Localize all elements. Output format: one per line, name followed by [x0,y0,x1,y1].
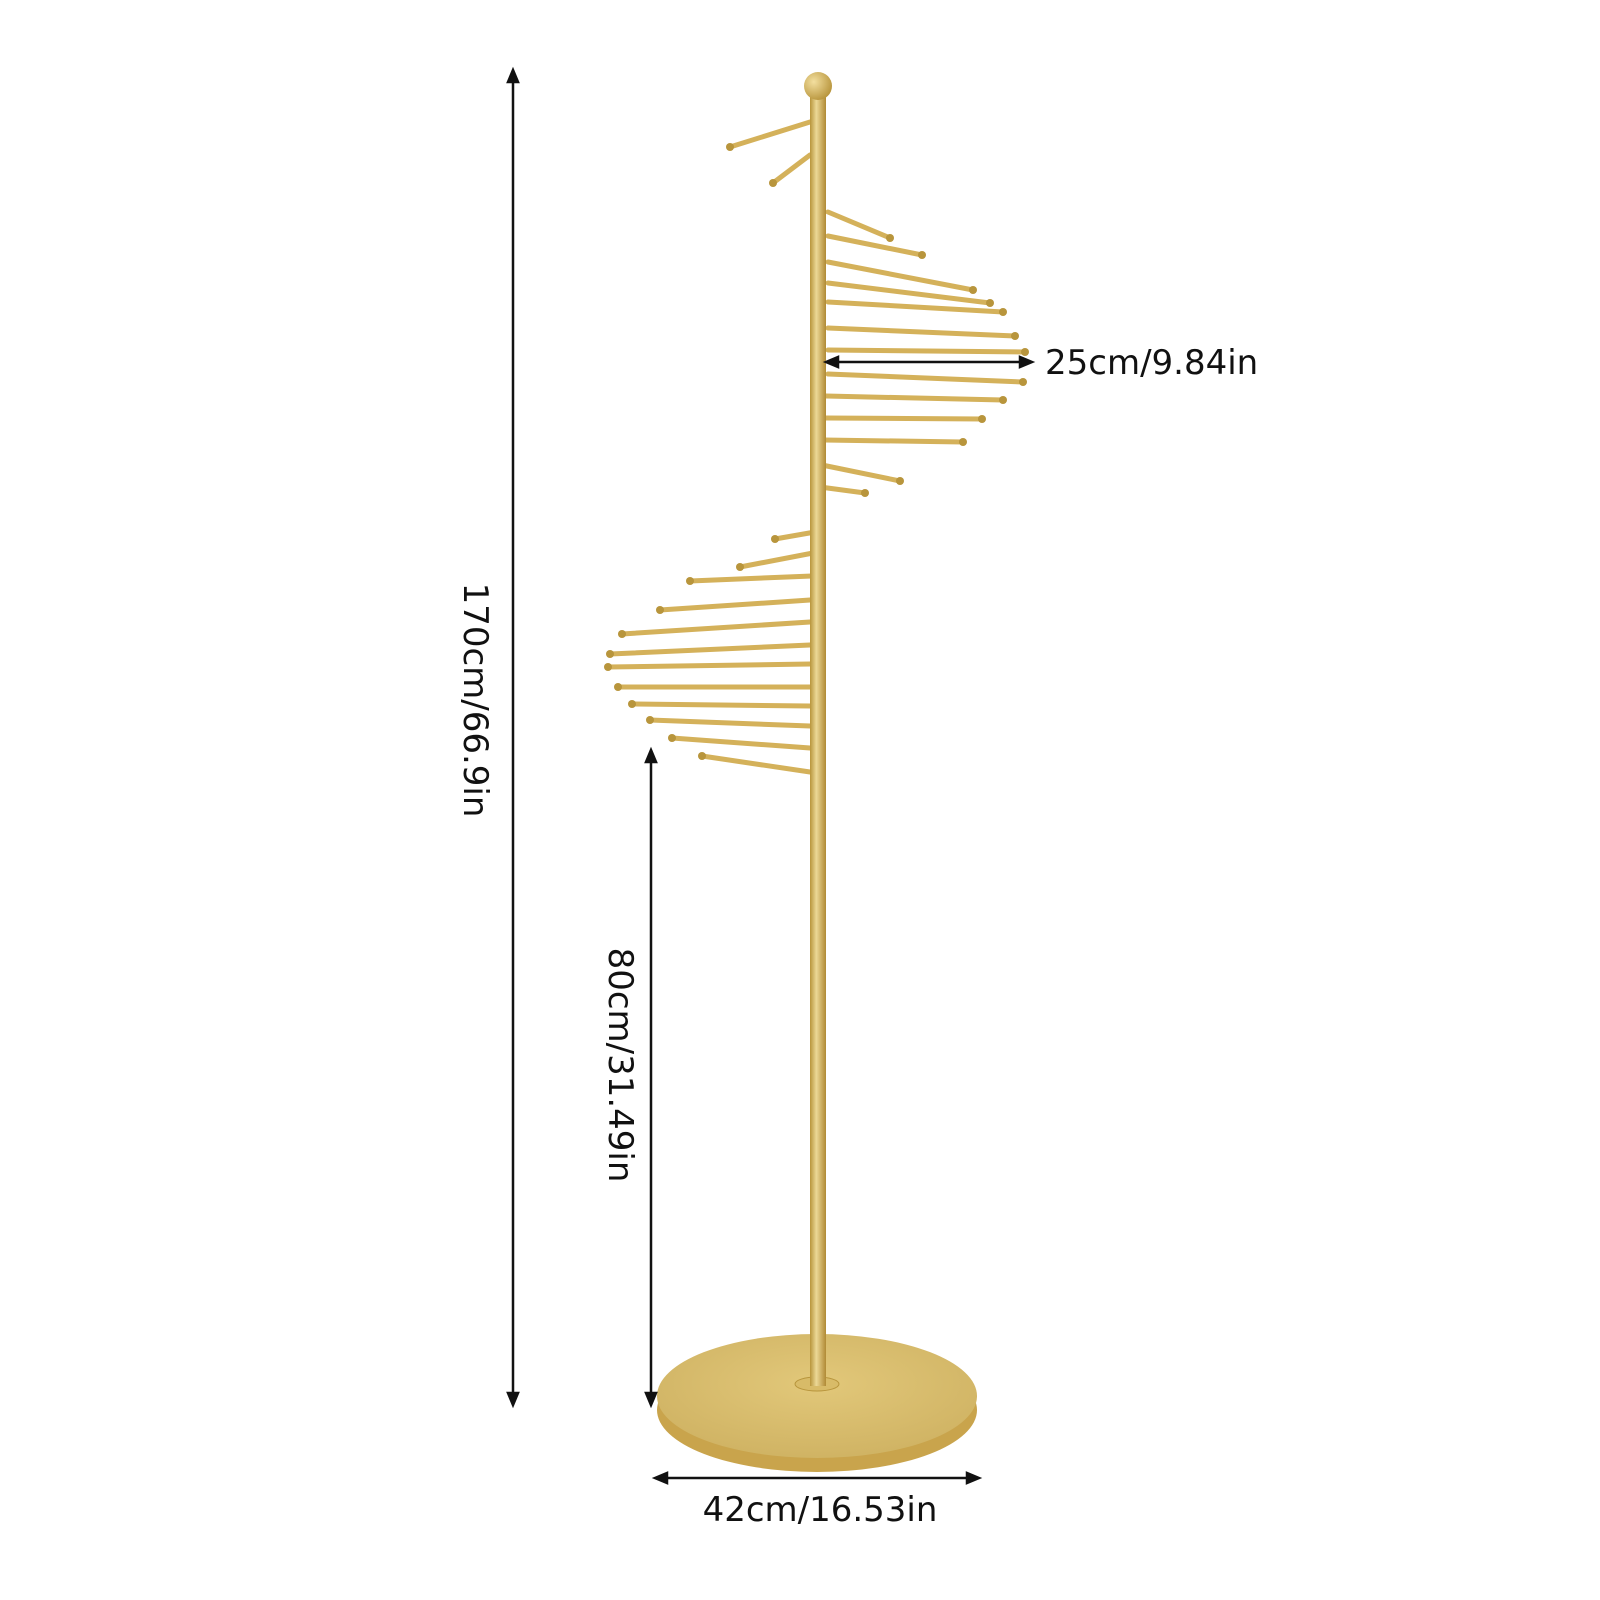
hanging-arm [823,393,1007,404]
hanging-arm [606,642,813,658]
hanging-arm [825,259,977,294]
hanging-arm [825,299,1007,316]
hanging-arm [614,683,813,691]
hanging-arm [618,619,813,638]
hanging-arm [726,119,813,151]
hanging-arm [628,700,813,709]
round-base [657,1334,977,1472]
hanging-arm [686,573,815,585]
arm-length-dimension-line [822,355,1036,369]
hanging-arm [823,415,986,423]
total-height-label: 170cm/66.9in [455,582,495,818]
hanging-arm [825,347,1029,356]
lower-height-label: 80cm/31.49in [600,947,640,1183]
base-diameter-dimension-line [651,1471,983,1485]
arm-length-label: 25cm/9.84in [1045,343,1259,383]
hanging-arm [698,752,813,775]
hanging-arm [825,233,926,259]
base-diameter-label: 42cm/16.53in [702,1490,938,1530]
hanging-arm [817,484,869,497]
hanging-arm [821,437,967,446]
hanging-arm [769,152,813,187]
hanging-arm [656,597,813,614]
hanging-arm [825,209,894,242]
top-knob [804,72,832,100]
hanging-arm [604,661,813,671]
lower-height-dimension-line [644,746,658,1409]
spiral-arms [604,119,1029,775]
hanging-arm [825,280,994,307]
center-pole [810,88,826,1386]
hanging-arm [668,734,813,751]
hanging-arm [825,371,1027,386]
hanging-arm [736,550,816,571]
hanging-arm [646,716,813,729]
hanging-arm [771,529,818,543]
total-height-dimension-line [506,66,520,1409]
hanging-arm [819,462,904,485]
hanging-arm [825,325,1019,340]
